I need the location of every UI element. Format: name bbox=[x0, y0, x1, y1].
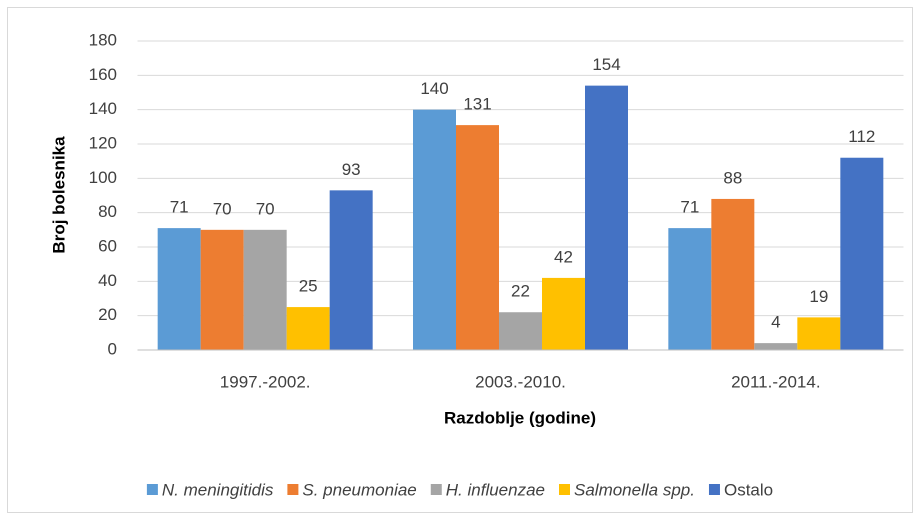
bar bbox=[499, 312, 542, 350]
x-tick-label: 1997.-2002. bbox=[220, 372, 311, 391]
y-tick-label: 0 bbox=[108, 339, 117, 358]
bar bbox=[797, 317, 841, 350]
legend-swatch bbox=[430, 484, 442, 495]
legend-label: S. pneumoniae bbox=[302, 480, 416, 499]
data-label: 70 bbox=[213, 199, 232, 218]
bar bbox=[585, 85, 628, 350]
x-tick-label: 2011.-2014. bbox=[731, 372, 820, 391]
y-tick-label: 120 bbox=[89, 133, 117, 152]
data-label: 112 bbox=[848, 127, 875, 146]
data-label: 70 bbox=[256, 199, 275, 218]
y-tick-label: 20 bbox=[98, 305, 117, 324]
data-label: 93 bbox=[342, 160, 361, 179]
legend-swatch bbox=[708, 484, 720, 495]
legend-swatch bbox=[287, 484, 299, 495]
bar bbox=[286, 307, 330, 350]
legend-swatch bbox=[559, 484, 570, 495]
bar bbox=[243, 229, 287, 350]
data-label: 4 bbox=[771, 313, 780, 332]
legend-label: N. meningitidis bbox=[162, 480, 274, 499]
y-tick-label: 60 bbox=[98, 236, 117, 255]
legend-swatch bbox=[146, 484, 158, 495]
data-label: 88 bbox=[723, 168, 742, 187]
bar bbox=[157, 228, 201, 350]
bar bbox=[840, 157, 884, 350]
data-label: 131 bbox=[463, 95, 491, 114]
bar bbox=[329, 190, 373, 350]
y-tick-label: 40 bbox=[98, 271, 117, 290]
data-label: 42 bbox=[554, 247, 573, 266]
y-tick-label: 160 bbox=[89, 65, 117, 84]
bar bbox=[668, 228, 712, 350]
legend-label: Ostalo bbox=[724, 480, 773, 499]
data-label: 154 bbox=[592, 55, 620, 74]
bar bbox=[711, 198, 755, 350]
y-tick-label: 140 bbox=[89, 99, 117, 118]
data-label: 140 bbox=[420, 79, 448, 98]
data-label: 71 bbox=[680, 198, 699, 217]
data-label: 19 bbox=[809, 287, 828, 306]
data-label: 22 bbox=[511, 282, 530, 301]
bar bbox=[754, 343, 798, 350]
bar bbox=[542, 277, 585, 350]
data-label: 25 bbox=[299, 277, 318, 296]
bar bbox=[456, 125, 499, 350]
legend-label: H. influenzae bbox=[446, 480, 545, 499]
bar bbox=[200, 229, 244, 350]
legend-label: Salmonella spp. bbox=[574, 480, 695, 499]
data-label: 71 bbox=[170, 198, 189, 217]
y-tick-label: 100 bbox=[89, 168, 117, 187]
y-tick-label: 180 bbox=[89, 30, 117, 49]
y-tick-label: 80 bbox=[98, 202, 117, 221]
y-axis-title: Broj bolesnika bbox=[49, 136, 68, 254]
x-axis-title: Razdoblje (godine) bbox=[444, 408, 596, 427]
bar bbox=[413, 109, 456, 351]
x-tick-label: 2003.-2010. bbox=[475, 372, 566, 391]
